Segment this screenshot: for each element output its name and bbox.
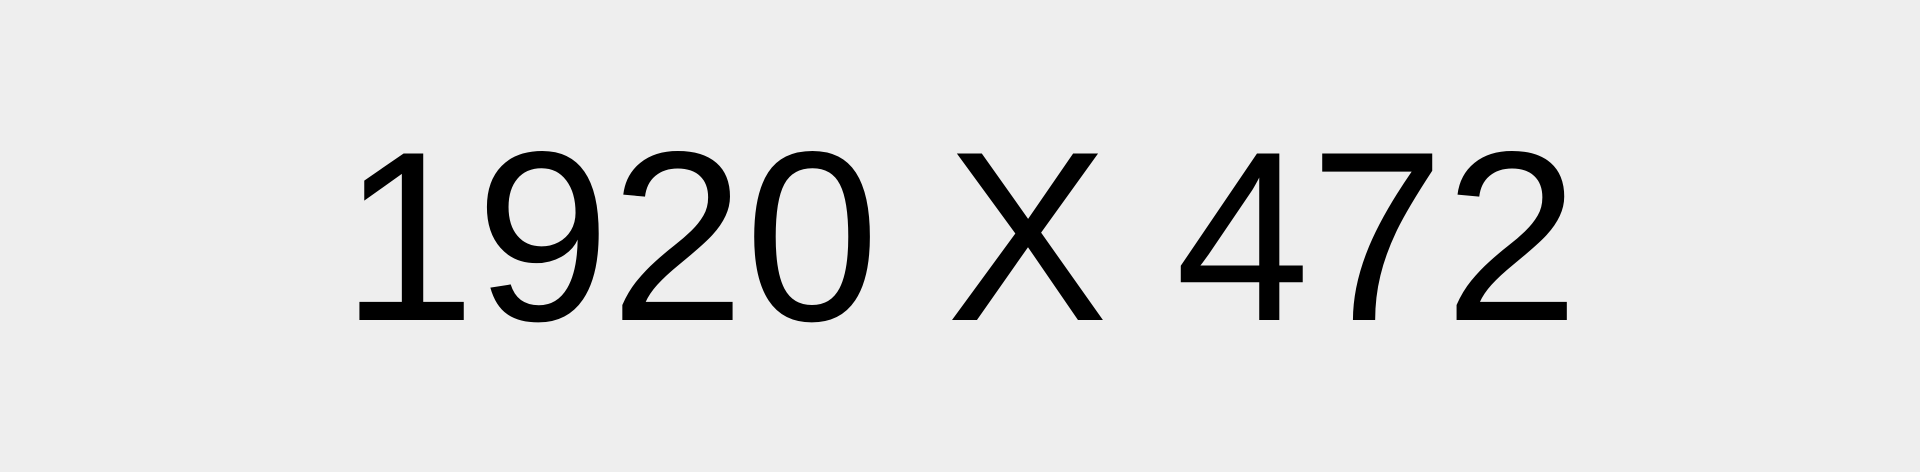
- dimension-label: 1920 X 472: [340, 102, 1579, 372]
- placeholder-canvas: 1920 X 472: [340, 102, 1579, 372]
